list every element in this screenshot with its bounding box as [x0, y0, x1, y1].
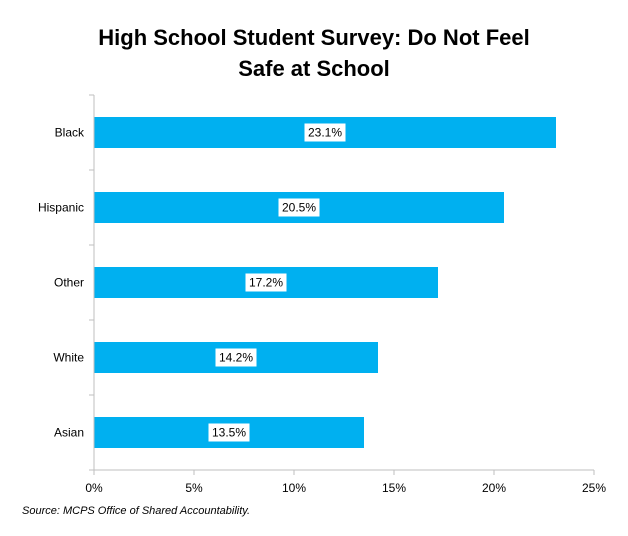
x-tick-label-15: 15%: [382, 481, 406, 495]
x-tick-label-10: 10%: [282, 481, 306, 495]
x-tick-label-25: 25%: [582, 481, 606, 495]
data-label-hispanic: 20.5%: [282, 201, 316, 215]
x-tick-label-5: 5%: [185, 481, 203, 495]
source-note: Source: MCPS Office of Shared Accountabi…: [22, 505, 251, 517]
category-label-black: Black: [55, 126, 85, 140]
data-label-box-hispanic: [278, 198, 320, 217]
category-label-white: White: [53, 351, 84, 365]
data-label-asian: 13.5%: [212, 426, 246, 440]
category-label-asian: Asian: [54, 426, 84, 440]
data-label-box-asian: [208, 423, 250, 442]
data-label-box-white: [215, 348, 257, 367]
category-label-other: Other: [54, 276, 84, 290]
chart-title: High School Student Survey: Do Not Feel …: [0, 22, 628, 84]
data-label-other: 17.2%: [249, 276, 283, 290]
data-label-black: 23.1%: [308, 126, 342, 140]
data-label-white: 14.2%: [219, 351, 253, 365]
x-tick-label-0: 0%: [85, 481, 103, 495]
data-label-box-black: [304, 123, 346, 142]
data-label-box-other: [245, 273, 287, 292]
category-label-hispanic: Hispanic: [38, 201, 84, 215]
chart-title-line-2: Safe at School: [238, 56, 390, 81]
x-tick-label-20: 20%: [482, 481, 506, 495]
chart-title-line-1: High School Student Survey: Do Not Feel: [98, 25, 530, 50]
